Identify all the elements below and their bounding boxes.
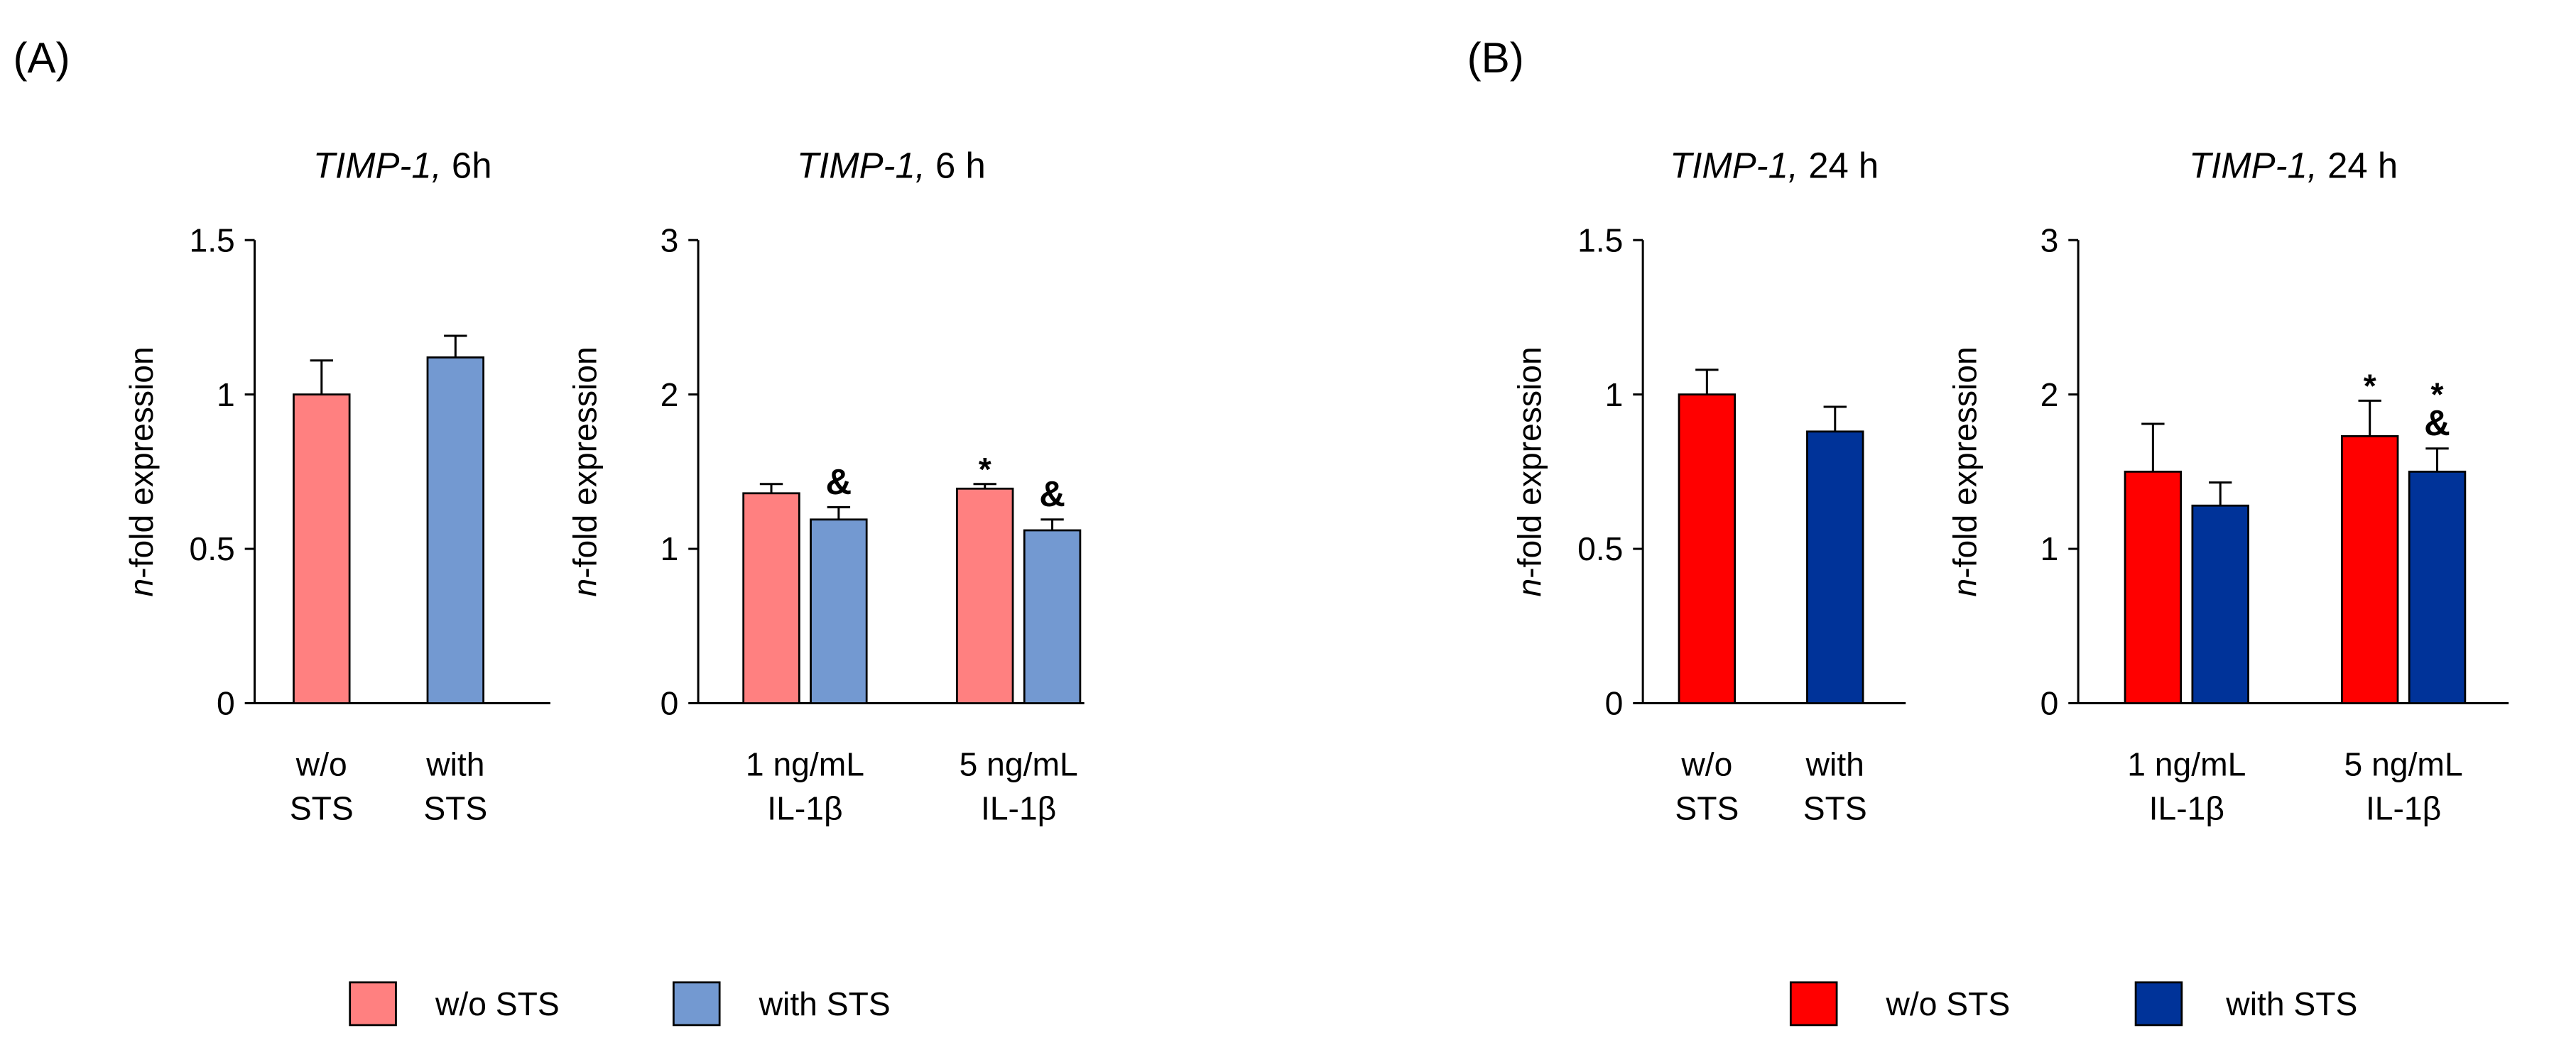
significance-mark: & xyxy=(2424,403,2450,443)
y-tick-label: 2 xyxy=(661,376,679,413)
y-tick-label: 0 xyxy=(1605,685,1624,722)
y-tick-label: 1 xyxy=(661,530,679,567)
significance-mark: & xyxy=(825,461,852,502)
y-tick-label: 1 xyxy=(217,376,235,413)
bar xyxy=(956,487,1014,704)
x-tick-label: 1 ng/mL IL-1β xyxy=(2127,745,2246,826)
legend-label: w/o STS xyxy=(1885,985,2010,1022)
legend-label: w/o STS xyxy=(435,985,560,1022)
panel-label: (A) xyxy=(13,34,70,82)
legend-label: with STS xyxy=(759,985,891,1022)
x-tick-label: 5 ng/mL IL-1β xyxy=(960,745,1078,826)
x-tick-label: w/o STS xyxy=(290,745,354,826)
y-tick-label: 1 xyxy=(1605,376,1624,413)
y-tick-label: 0.5 xyxy=(1577,530,1623,567)
significance-mark: * xyxy=(2431,376,2444,413)
bar xyxy=(2191,504,2249,704)
y-tick-label: 3 xyxy=(2040,222,2059,258)
y-tick-label: 0 xyxy=(2040,685,2059,722)
significance-mark: & xyxy=(1039,474,1065,514)
chart-title: TIMP-1, 24 h xyxy=(1670,145,1879,185)
legend-swatch xyxy=(349,981,397,1027)
y-axis-label: n-fold expression xyxy=(1947,346,1984,596)
legend-swatch xyxy=(672,981,721,1027)
y-tick-label: 0 xyxy=(217,685,235,722)
bar xyxy=(2408,470,2467,704)
y-tick-label: 0.5 xyxy=(189,530,234,567)
significance-mark: * xyxy=(979,451,991,488)
y-tick-label: 1.5 xyxy=(189,222,234,258)
y-axis-label: n-fold expression xyxy=(567,346,604,596)
panel-label: (B) xyxy=(1467,34,1524,82)
x-tick-label: with STS xyxy=(1803,745,1867,826)
legend-swatch xyxy=(2134,981,2183,1027)
bar xyxy=(1678,393,1737,704)
bar xyxy=(1806,430,1864,704)
x-tick-label: w/o STS xyxy=(1675,745,1739,826)
x-tick-label: 5 ng/mL IL-1β xyxy=(2344,745,2463,826)
bar xyxy=(1023,529,1082,704)
y-axis-label: n-fold expression xyxy=(123,346,160,596)
legend-swatch xyxy=(1789,981,1838,1027)
bar xyxy=(426,356,485,704)
significance-mark: * xyxy=(2364,368,2376,405)
x-tick-label: with STS xyxy=(423,745,487,826)
y-tick-label: 1.5 xyxy=(1577,222,1623,258)
bar xyxy=(742,492,800,704)
bar xyxy=(2340,434,2399,704)
y-axis-label: n-fold expression xyxy=(1511,346,1548,596)
y-tick-label: 0 xyxy=(661,685,679,722)
legend-label: with STS xyxy=(2225,985,2357,1022)
chart-title: TIMP-1, 6h xyxy=(313,145,492,185)
bar xyxy=(2124,470,2183,704)
y-tick-label: 1 xyxy=(2040,530,2059,567)
chart-title: TIMP-1, 6 h xyxy=(797,145,986,185)
chart-title: TIMP-1, 24 h xyxy=(2189,145,2398,185)
y-tick-label: 3 xyxy=(661,222,679,258)
y-tick-label: 2 xyxy=(2040,376,2059,413)
x-tick-label: 1 ng/mL IL-1β xyxy=(746,745,864,826)
bar xyxy=(810,518,868,704)
bar xyxy=(293,393,351,704)
